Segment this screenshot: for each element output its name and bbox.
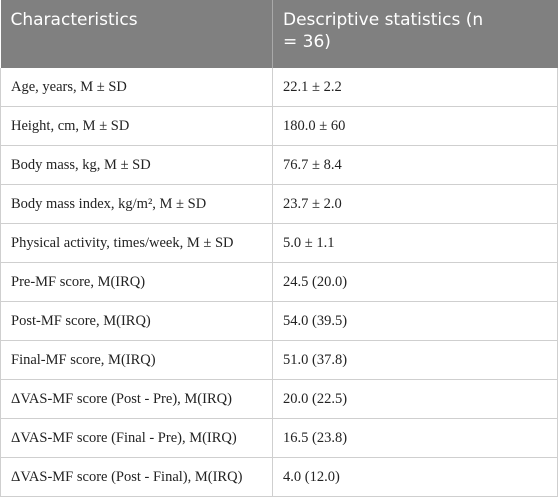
header-row: Characteristics Descriptive statistics (n… (0, 0, 558, 68)
table-cell: Age, years, M ± SD (0, 68, 273, 107)
table-cell: ΔVAS-MF score (Final - Pre), M(IRQ) (0, 418, 273, 458)
table-cell: 4.0 (12.0) (272, 457, 558, 497)
table-cell: 180.0 ± 60 (272, 106, 558, 146)
table-row: Post-MF score, M(IRQ) 54.0 (39.5) (0, 301, 558, 341)
table-row: ΔVAS-MF score (Final - Pre), M(IRQ) 16.5 … (0, 418, 558, 458)
table-row: Final-MF score, M(IRQ) 51.0 (37.8) (0, 340, 558, 380)
table-row: Body mass index, kg/m², M ± SD 23.7 ± 2.0 (0, 184, 558, 224)
header-text: Descriptive statistics (n = 36) (283, 10, 484, 52)
table-cell: 51.0 (37.8) (272, 340, 558, 380)
table-cell: ΔVAS-MF score (Post - Final), M(IRQ) (0, 457, 273, 497)
header-cell: Characteristics (0, 0, 273, 68)
table-cell: 22.1 ± 2.2 (272, 68, 558, 107)
table-row: Body mass, kg, M ± SD 76.7 ± 8.4 (0, 145, 558, 185)
table-cell: Final-MF score, M(IRQ) (0, 340, 273, 380)
table-cell: Body mass index, kg/m², M ± SD (0, 184, 273, 224)
table-cell: ΔVAS-MF score (Post - Pre), M(IRQ) (0, 379, 273, 419)
table-row: Physical activity, times/week, M ± SD 5.0… (0, 223, 558, 263)
header-text: Characteristics (10, 10, 138, 30)
table-cell: 54.0 (39.5) (272, 301, 558, 341)
table-cell: 23.7 ± 2.0 (272, 184, 558, 224)
table-cell: Pre-MF score, M(IRQ) (0, 262, 273, 302)
table-cell: 76.7 ± 8.4 (272, 145, 558, 185)
table-cell: 5.0 ± 1.1 (272, 223, 558, 263)
table-row: ΔVAS-MF score (Post - Final), M(IRQ) 4.0 … (0, 457, 558, 497)
header-cell: Descriptive statistics (n = 36) (272, 0, 558, 68)
table-row: Pre-MF score, M(IRQ) 24.5 (20.0) (0, 262, 558, 302)
table-cell: Height, cm, M ± SD (0, 106, 273, 146)
table-cell: 16.5 (23.8) (272, 418, 558, 458)
table-cell: Post-MF score, M(IRQ) (0, 301, 273, 341)
table-row: Height, cm, M ± SD 180.0 ± 60 (0, 106, 558, 146)
table-row: Age, years, M ± SD 22.1 ± 2.2 (0, 68, 558, 107)
table-row: ΔVAS-MF score (Post - Pre), M(IRQ) 20.0 (… (0, 379, 558, 419)
table-cell: 20.0 (22.5) (272, 379, 558, 419)
table-cell: Physical activity, times/week, M ± SD (0, 223, 273, 263)
table-cell: Body mass, kg, M ± SD (0, 145, 273, 185)
table-cell: 24.5 (20.0) (272, 262, 558, 302)
